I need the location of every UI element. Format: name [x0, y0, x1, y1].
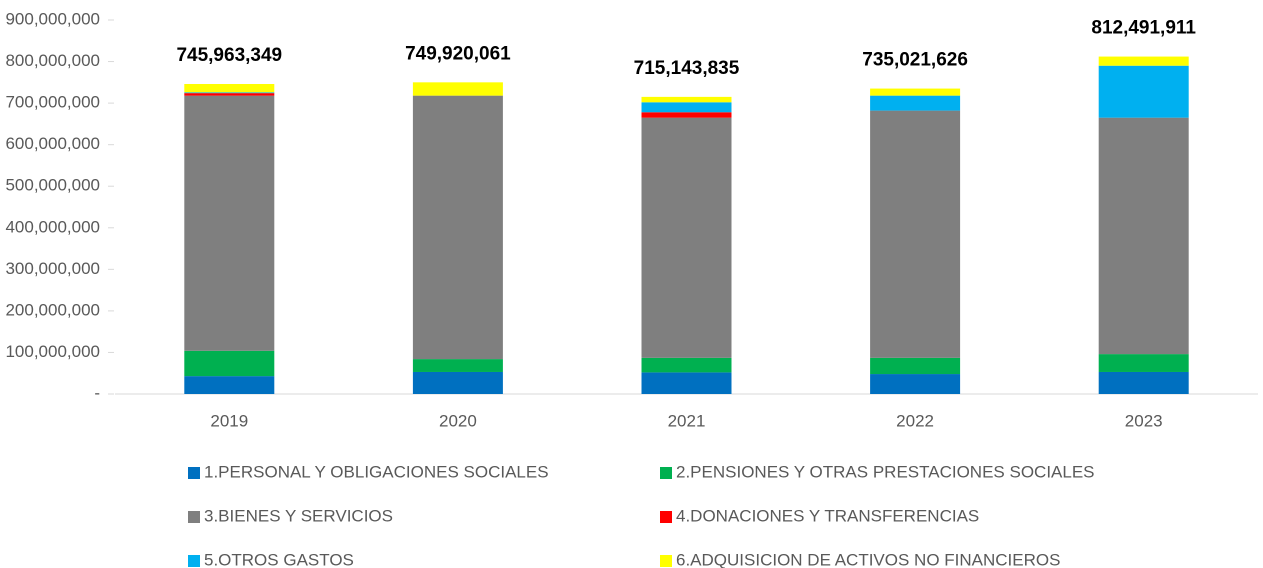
bar-segment [641, 102, 732, 113]
legend-swatch [188, 467, 200, 479]
y-tick-label: 900,000,000 [5, 9, 100, 28]
bar-segment [870, 357, 961, 375]
bar-segment [184, 93, 275, 96]
bar-segment [1098, 371, 1189, 394]
bar-segment [184, 376, 275, 394]
legend-label: 1.PERSONAL Y OBLIGACIONES SOCIALES [204, 462, 549, 481]
y-tick-label: 500,000,000 [5, 176, 100, 195]
bar-segment [641, 357, 732, 373]
y-tick-label: 600,000,000 [5, 134, 100, 153]
bar-segment [412, 95, 503, 360]
bar-segment [1098, 117, 1189, 355]
bar-segment [641, 96, 732, 103]
bar-segment [870, 95, 961, 111]
bar-segment [870, 88, 961, 96]
bar-segment [184, 95, 275, 351]
legend-label: 5.OTROS GASTOS [204, 550, 354, 568]
bar-segment [184, 92, 275, 94]
total-label: 812,491,911 [1091, 18, 1196, 39]
y-tick-label: 300,000,000 [5, 259, 100, 278]
bar-segment [1098, 56, 1189, 66]
bar-segment [641, 112, 732, 118]
legend-swatch [660, 511, 672, 523]
legend-label: 4.DONACIONES Y TRANSFERENCIAS [676, 506, 979, 525]
legend-swatch [188, 555, 200, 567]
total-label: 745,963,349 [176, 45, 282, 66]
x-tick-label: 2023 [1125, 411, 1163, 430]
y-tick-label: 800,000,000 [5, 51, 100, 70]
legend-swatch [188, 511, 200, 523]
legend-label: 6.ADQUISICION DE ACTIVOS NO FINANCIEROS [676, 550, 1060, 568]
bar-segment [412, 371, 503, 394]
x-tick-label: 2019 [210, 411, 248, 430]
y-tick-label: 100,000,000 [5, 342, 100, 361]
x-tick-label: 2022 [896, 411, 934, 430]
y-tick-label: 200,000,000 [5, 300, 100, 319]
y-tick-label: 700,000,000 [5, 93, 100, 112]
legend-label: 3.BIENES Y SERVICIOS [204, 506, 393, 525]
total-label: 749,920,061 [405, 43, 511, 64]
bar-segment [412, 359, 503, 372]
bar-segment [641, 372, 732, 394]
y-tick-label: - [94, 383, 100, 402]
y-tick-label: 400,000,000 [5, 217, 100, 236]
bar-segment [870, 110, 961, 358]
bar-segment [184, 83, 275, 93]
bar-segment [1098, 65, 1189, 118]
total-label: 735,021,626 [862, 50, 968, 71]
bar-segment [412, 82, 503, 96]
bar-segment [870, 374, 961, 394]
x-tick-label: 2021 [668, 411, 706, 430]
bar-segment [1098, 354, 1189, 372]
legend-swatch [660, 555, 672, 567]
bar-segment [184, 350, 275, 377]
legend-swatch [660, 467, 672, 479]
legend-label: 2.PENSIONES Y OTRAS PRESTACIONES SOCIALE… [676, 462, 1095, 481]
total-label: 715,143,835 [634, 58, 740, 79]
bar-segment [641, 117, 732, 358]
x-tick-label: 2020 [439, 411, 477, 430]
